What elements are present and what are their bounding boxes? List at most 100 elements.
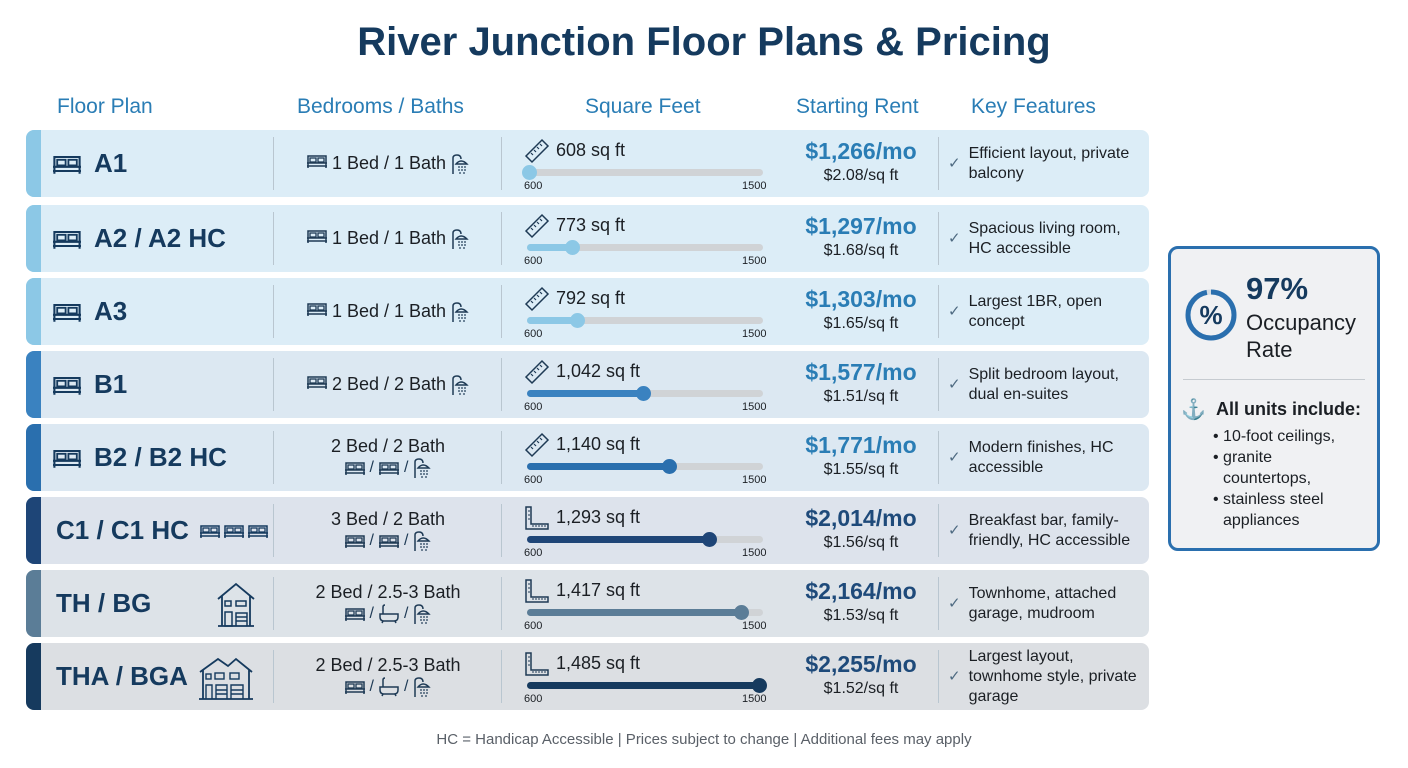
sqft-bar bbox=[527, 459, 763, 474]
divider bbox=[501, 431, 502, 484]
bed-icon bbox=[344, 679, 366, 695]
beds-baths: 2 Bed / 2 Bath bbox=[331, 374, 447, 394]
divider bbox=[501, 650, 502, 703]
square-feet: 773 sq ft bbox=[556, 215, 626, 235]
divider bbox=[273, 285, 274, 338]
shower-icon bbox=[412, 530, 432, 552]
range-min: 600 bbox=[524, 693, 543, 705]
shower-icon bbox=[450, 153, 470, 175]
starting-rent: $2,255/mo bbox=[805, 651, 917, 677]
check-icon: ✓ bbox=[948, 594, 961, 612]
square-feet: 1,417 sq ft bbox=[556, 580, 641, 600]
bed-icon bbox=[52, 373, 83, 395]
sqft-bar bbox=[522, 165, 763, 180]
bed-icon bbox=[52, 446, 83, 468]
ruler-icon bbox=[524, 359, 552, 390]
sqft-bar bbox=[527, 532, 763, 547]
beds-baths: 2 Bed / 2 Bath bbox=[330, 436, 446, 456]
sqft-bar bbox=[527, 386, 763, 401]
range-max: 1500 bbox=[742, 620, 767, 632]
range-min: 600 bbox=[524, 547, 543, 559]
include-item: • stainless steel appliances bbox=[1213, 491, 1324, 529]
row-accent bbox=[26, 570, 41, 637]
sqft-bar bbox=[527, 313, 763, 328]
sqft-bar-knob bbox=[565, 240, 581, 255]
sqft-bar-fill bbox=[527, 244, 573, 251]
divider bbox=[273, 577, 274, 630]
check-icon: ✓ bbox=[948, 521, 961, 539]
bed-icon bbox=[344, 606, 366, 622]
house-icon bbox=[216, 581, 256, 627]
key-features: Modern finishes, HC accessible bbox=[968, 438, 1114, 476]
beds-baths: 1 Bed / 1 Bath bbox=[331, 301, 447, 321]
key-features: Largest layout, townhome style, private … bbox=[968, 647, 1137, 705]
divider bbox=[501, 137, 502, 190]
row-accent bbox=[26, 130, 41, 197]
key-features: Townhome, attached garage, mudroom bbox=[968, 584, 1117, 622]
divider bbox=[501, 358, 502, 411]
occupancy-value: 97% bbox=[1246, 271, 1309, 306]
check-icon: ✓ bbox=[948, 375, 961, 393]
square-feet: 1,140 sq ft bbox=[556, 434, 641, 454]
range-max: 1500 bbox=[742, 328, 767, 340]
square-feet: 608 sq ft bbox=[556, 140, 626, 160]
header-starting-rent: Starting Rent bbox=[796, 95, 919, 118]
divider bbox=[273, 650, 274, 703]
townhouse-icon bbox=[198, 654, 254, 700]
range-max: 1500 bbox=[742, 401, 767, 413]
beds-baths: 1 Bed / 1 Bath bbox=[331, 228, 447, 248]
plan-name: TH / BG bbox=[56, 588, 152, 618]
include-item: • granite countertops, bbox=[1213, 449, 1312, 487]
header-key-features: Key Features bbox=[971, 95, 1096, 118]
floor-plan-row: A2 / A2 HC 1 Bed / 1 Bath 773 sq ft 600 1… bbox=[26, 205, 1149, 272]
check-icon: ✓ bbox=[948, 302, 961, 320]
price-per-sqft: $2.08/sq ft bbox=[823, 167, 899, 184]
divider bbox=[938, 577, 939, 630]
floor-plan-row: C1 / C1 HC 3 Bed / 2 Bath // 1,293 sq ft … bbox=[26, 497, 1149, 564]
sqft-bar-knob bbox=[701, 532, 717, 547]
key-features: Split bedroom layout, dual en-suites bbox=[968, 365, 1119, 403]
shower-icon bbox=[412, 676, 432, 698]
starting-rent: $1,577/mo bbox=[805, 359, 917, 385]
range-max: 1500 bbox=[742, 180, 767, 192]
range-max: 1500 bbox=[742, 474, 767, 486]
sqft-bar-fill bbox=[527, 536, 709, 543]
floor-plan-row: B2 / B2 HC 2 Bed / 2 Bath // 1,140 sq ft … bbox=[26, 424, 1149, 491]
shower-icon bbox=[450, 301, 470, 323]
bed-icon bbox=[199, 523, 221, 539]
price-per-sqft: $1.68/sq ft bbox=[823, 242, 899, 259]
key-features: Largest 1BR, open concept bbox=[968, 292, 1102, 330]
beds-baths: 2 Bed / 2.5-3 Bath bbox=[315, 655, 461, 675]
divider bbox=[938, 431, 939, 484]
bathtub-icon bbox=[378, 677, 400, 697]
plan-name: C1 / C1 HC bbox=[56, 515, 189, 545]
divider bbox=[273, 504, 274, 557]
divider bbox=[501, 212, 502, 265]
ruler-icon bbox=[524, 505, 550, 536]
ruler-icon bbox=[524, 138, 552, 169]
starting-rent: $2,014/mo bbox=[805, 505, 917, 531]
ruler-icon bbox=[524, 432, 552, 463]
sqft-bar-fill bbox=[527, 463, 669, 470]
divider bbox=[938, 358, 939, 411]
range-min: 600 bbox=[524, 180, 543, 192]
starting-rent: $1,297/mo bbox=[805, 213, 917, 239]
square-feet: 1,042 sq ft bbox=[556, 361, 641, 381]
sqft-bar-knob bbox=[752, 678, 768, 693]
sqft-bar-knob bbox=[661, 459, 677, 474]
footer-note: HC = Handicap Accessible | Prices subjec… bbox=[436, 731, 972, 748]
floor-plan-row: A1 1 Bed / 1 Bath 608 sq ft 600 1500 $1,2… bbox=[26, 130, 1149, 197]
sqft-bar-knob bbox=[635, 386, 651, 401]
plan-name: B1 bbox=[94, 369, 128, 399]
bathtub-icon bbox=[378, 604, 400, 624]
sqft-bar bbox=[527, 678, 768, 693]
divider bbox=[938, 212, 939, 265]
range-min: 600 bbox=[524, 255, 543, 267]
card-divider bbox=[1183, 379, 1365, 380]
bed-icon bbox=[306, 301, 328, 317]
ruler-icon bbox=[524, 651, 550, 682]
key-features: Efficient layout, private balcony bbox=[968, 144, 1130, 182]
divider bbox=[938, 285, 939, 338]
starting-rent: $1,266/mo bbox=[805, 138, 917, 164]
price-per-sqft: $1.52/sq ft bbox=[823, 680, 899, 697]
